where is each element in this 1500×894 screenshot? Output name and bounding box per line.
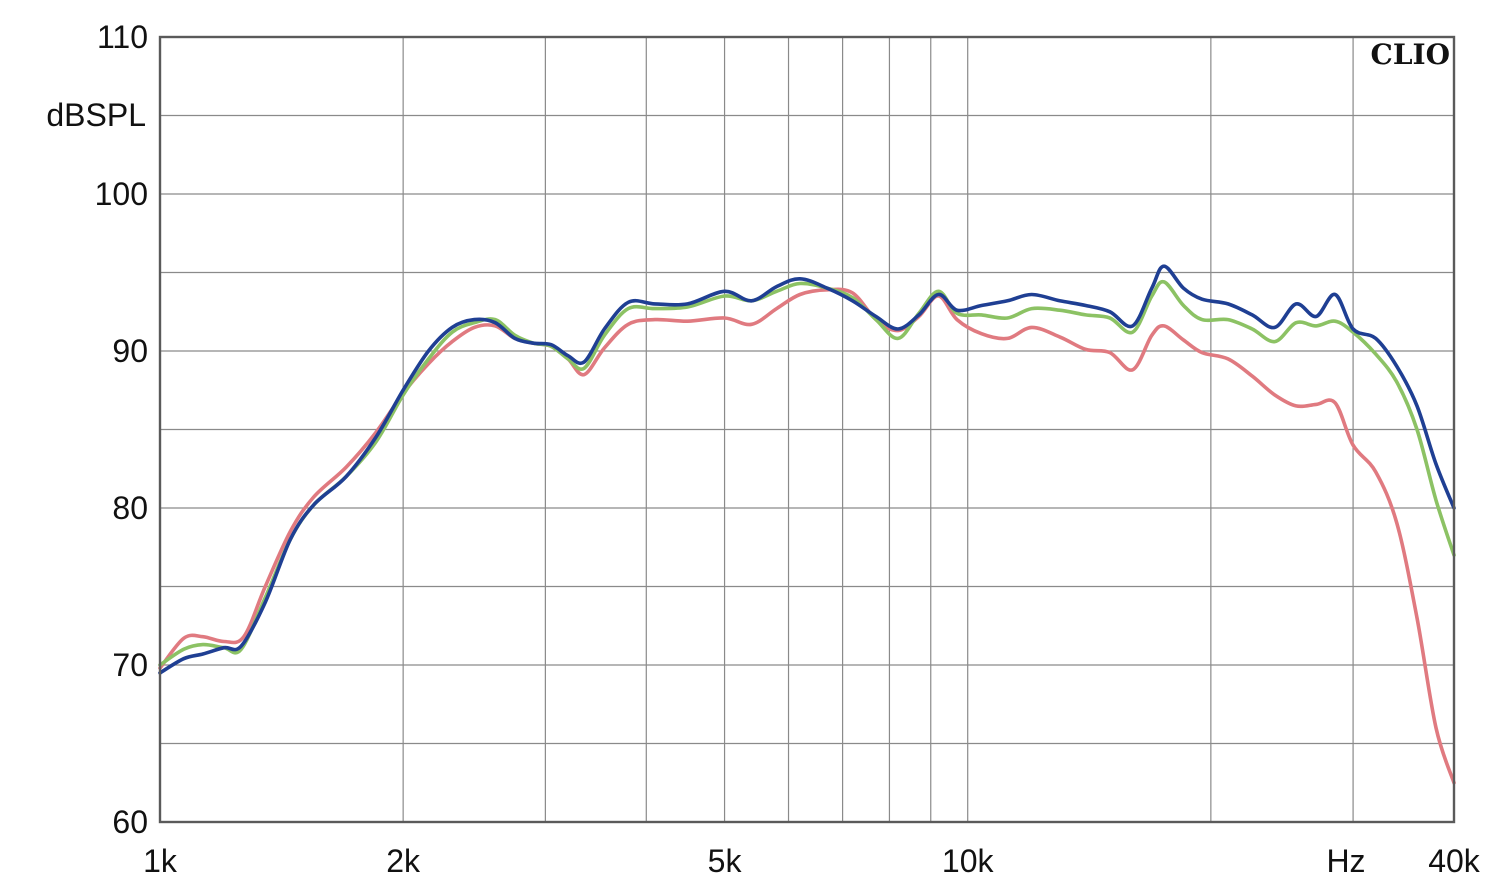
y-tick-label: 100 <box>95 176 148 212</box>
y-tick-label: 60 <box>112 804 148 840</box>
y-axis-label: dBSPL <box>46 97 146 133</box>
x-unit-label: Hz <box>1326 843 1365 879</box>
gridlines <box>160 37 1454 822</box>
x-tick-label: 5k <box>708 843 743 879</box>
x-tick-label: 10k <box>942 843 995 879</box>
y-tick-labels: 60 70 80 90 100 110 <box>95 19 148 840</box>
x-tick-labels: 1k 2k 5k 10k 40k <box>143 843 1481 879</box>
series-line-2 <box>158 279 1456 667</box>
plot-frame <box>158 35 1456 824</box>
brand-label: CLIO <box>1371 38 1450 71</box>
y-tick-label: 70 <box>112 647 148 683</box>
plot-series <box>158 264 1456 785</box>
y-tick-label: 80 <box>112 490 148 526</box>
x-tick-label: 40k <box>1428 843 1481 879</box>
x-tick-label: 1k <box>143 843 178 879</box>
y-tick-label: 110 <box>97 19 148 55</box>
x-tick-label: 2k <box>386 843 421 879</box>
y-tick-label: 90 <box>112 333 148 369</box>
series-line-3 <box>158 264 1456 675</box>
